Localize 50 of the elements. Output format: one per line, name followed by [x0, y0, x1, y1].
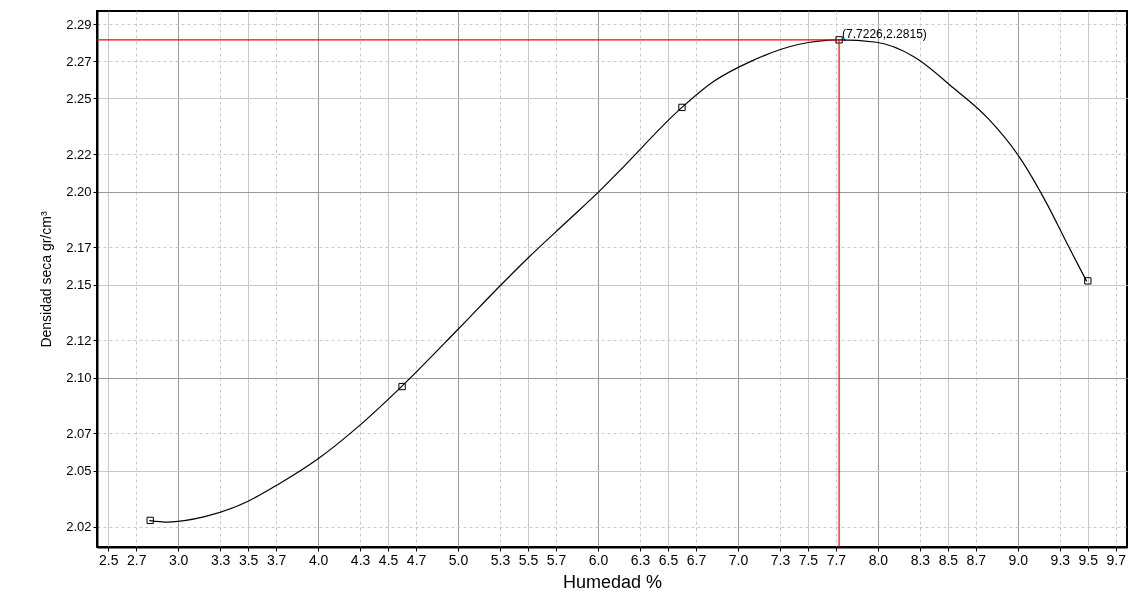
- point: [835, 36, 843, 44]
- y-tick-label: 2.29: [66, 16, 92, 32]
- x-tick-label: 8.5: [938, 551, 959, 568]
- x-tick-label: 8.3: [910, 551, 931, 568]
- x-tick-label: 3.7: [266, 551, 287, 568]
- x-tick-label: 6.5: [658, 551, 679, 568]
- x-tick-label: 4.5: [378, 551, 399, 568]
- x-tick-label: 8.7: [966, 551, 987, 568]
- y-tick-label: 2.07: [66, 425, 92, 441]
- y-tick-label: 2.10: [66, 370, 92, 386]
- x-tick-label: 7.3: [770, 551, 791, 568]
- x-tick-label: 2.5: [98, 551, 119, 568]
- y-tick-label: 2.15: [66, 277, 92, 293]
- x-tick-label: 3.0: [168, 551, 189, 568]
- y-axis-title: Densidad seca gr/cm³: [38, 211, 55, 348]
- x-tick-label: 5.0: [448, 551, 469, 568]
- point: [678, 103, 686, 112]
- y-tick-label: 2.02: [66, 519, 92, 535]
- x-axis-title: Humedad %: [562, 571, 663, 592]
- x-tick-label: 9.0: [1008, 551, 1029, 568]
- x-tick-label: 9.7: [1106, 551, 1127, 568]
- x-tick-label: 4.3: [350, 551, 371, 568]
- x-tick-label: 7.5: [798, 551, 819, 568]
- x-tick-label: 6.3: [630, 551, 651, 568]
- y-tick-label: 2.20: [66, 184, 92, 200]
- x-tick-label: 9.3: [1050, 551, 1071, 568]
- x-tick-label: 5.5: [518, 551, 539, 568]
- point: [398, 382, 406, 391]
- x-tick-label: 3.3: [210, 551, 231, 568]
- x-tick-label: 4.0: [308, 551, 329, 568]
- y-tick-label: 2.27: [66, 53, 92, 69]
- x-tick-label: 6.7: [686, 551, 707, 568]
- y-tick-label: 2.05: [66, 463, 92, 479]
- x-tick-label: 7.7: [826, 551, 847, 568]
- x-tick-label: 9.5: [1078, 551, 1099, 568]
- annotation: (7.7226,2.2815): [842, 26, 927, 41]
- y-tick-label: 2.17: [66, 239, 92, 255]
- x-tick-label: 2.7: [126, 551, 147, 568]
- y-tick-label: 2.12: [66, 332, 92, 348]
- point: [146, 516, 154, 525]
- point: [1084, 277, 1092, 285]
- x-tick-label: 3.5: [238, 551, 259, 568]
- x-tick-label: 5.3: [490, 551, 511, 568]
- x-tick-label: 7.0: [728, 551, 749, 568]
- x-tick-label: 8.0: [868, 551, 889, 568]
- x-tick-label: 4.7: [406, 551, 427, 568]
- x-tick-label: 5.7: [546, 551, 567, 568]
- x-tick-label: 6.0: [588, 551, 609, 568]
- y-tick-label: 2.25: [66, 90, 92, 106]
- y-tick-label: 2.22: [66, 146, 92, 162]
